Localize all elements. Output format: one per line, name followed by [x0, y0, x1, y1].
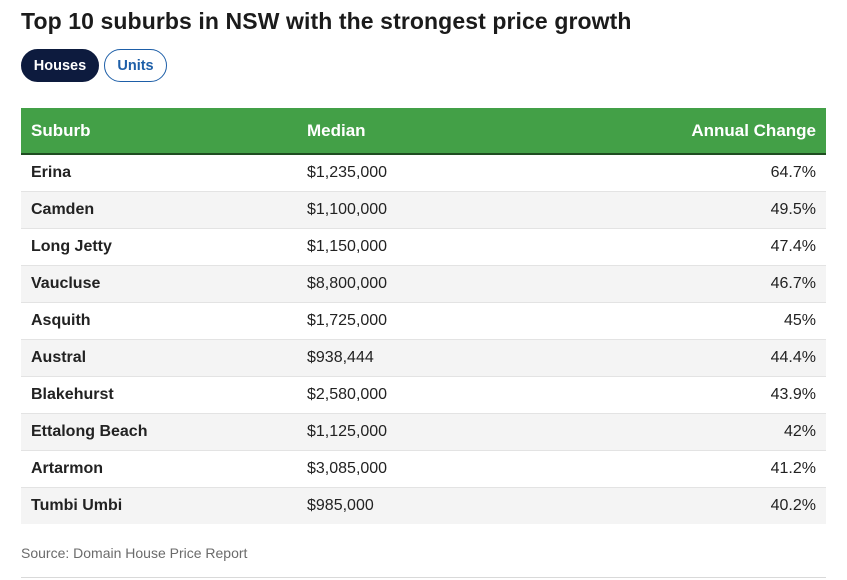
median-cell: $985,000 [307, 496, 374, 514]
table-row: Erina $1,235,000 64.7% [21, 154, 826, 192]
bottom-divider [21, 577, 826, 578]
suburb-cell: Austral [21, 339, 297, 377]
suburb-cell: Asquith [21, 302, 297, 340]
annual-change-cell: 44.4% [567, 339, 826, 377]
annual-change-cell: 43.9% [567, 376, 826, 414]
annual-change-cell: 41.2% [567, 450, 826, 488]
houses-tab-button[interactable]: Houses [21, 49, 99, 82]
median-cell: $3,085,000 [297, 450, 567, 488]
suburb-cell: Camden [21, 191, 297, 229]
table-row: Blakehurst $2,580,000 43.9% [21, 376, 826, 414]
table-row: Austral $938,444 44.4% [21, 339, 826, 377]
table-row: Artarmon $3,085,000 41.2% [21, 450, 826, 488]
table-row: Asquith $1,725,000 45% [21, 302, 826, 340]
median-cell: $1,125,000 [297, 413, 567, 451]
annual-change-cell: 49.5% [567, 191, 826, 229]
column-header-median: Median [297, 108, 567, 155]
annual-change-cell: 42% [567, 413, 826, 451]
annual-change-cell: 46.7% [567, 265, 826, 303]
page-title: Top 10 suburbs in NSW with the strongest… [21, 8, 632, 34]
property-type-toggle: Houses Units [21, 49, 167, 82]
annual-change-cell: 40.2% [770, 496, 816, 514]
suburb-cell: Vaucluse [21, 265, 297, 303]
suburb-cell: Blakehurst [21, 376, 297, 414]
table-header-row: Suburb Median Annual Change [21, 108, 826, 155]
suburb-cell: Long Jetty [21, 228, 297, 266]
column-header-suburb: Suburb [21, 108, 297, 155]
median-cell: $1,100,000 [297, 191, 567, 229]
median-cell: $938,444 [297, 339, 567, 377]
source-note: Source: Domain House Price Report [21, 545, 248, 561]
median-cell: $1,150,000 [297, 228, 567, 266]
units-tab-button[interactable]: Units [104, 49, 167, 82]
table-body: Erina $1,235,000 64.7% Camden $1,100,000 49.5… [21, 154, 826, 524]
suburb-growth-table: Suburb Median Annual Change Erina $1,235,… [21, 108, 826, 524]
median-cell: $1,725,000 [297, 302, 567, 340]
suburb-cell: Erina [21, 154, 297, 192]
annual-change-cell: 64.7% [567, 154, 826, 192]
suburb-cell: Artarmon [21, 450, 297, 488]
table-row: Ettalong Beach $1,125,000 42% [21, 413, 826, 451]
median-cell: $8,800,000 [297, 265, 567, 303]
annual-change-cell: 47.4% [567, 228, 826, 266]
table-row: Tumbi Umbi $985,000 40.2% [21, 487, 826, 524]
suburb-cell: Ettalong Beach [21, 413, 297, 451]
column-header-annual-change: Annual Change [567, 108, 826, 155]
annual-change-cell: 45% [567, 302, 826, 340]
table-row: Vaucluse $8,800,000 46.7% [21, 265, 826, 303]
median-cell: $2,580,000 [297, 376, 567, 414]
suburb-cell: Tumbi Umbi [31, 496, 123, 514]
table-row: Camden $1,100,000 49.5% [21, 191, 826, 229]
median-cell: $1,235,000 [297, 154, 567, 192]
table-row: Long Jetty $1,150,000 47.4% [21, 228, 826, 266]
